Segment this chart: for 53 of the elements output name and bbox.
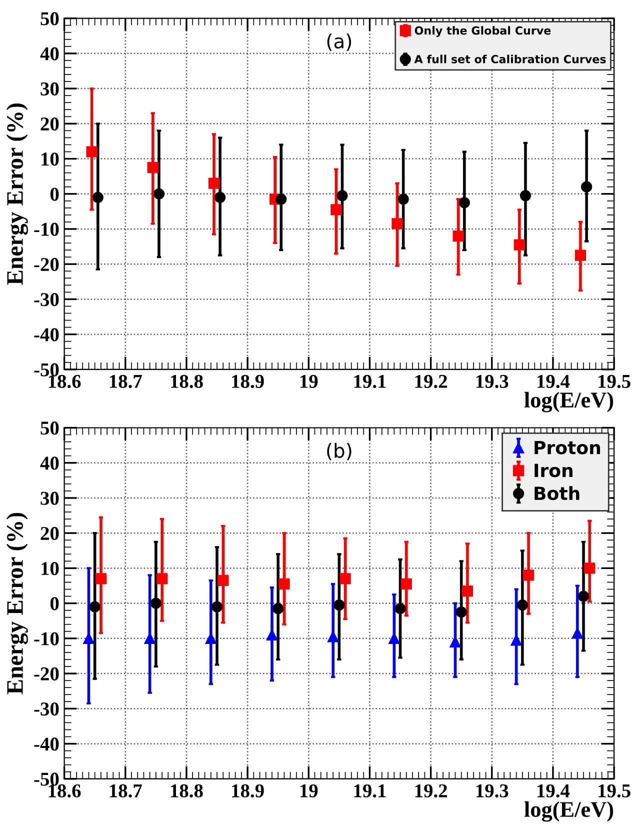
legend-label: Both — [534, 486, 580, 500]
x-tick-label: 18.9 — [232, 374, 264, 388]
y-tick-label: 40 — [40, 456, 59, 470]
x-tick-label: 19 — [300, 374, 318, 388]
y-tick-label: 30 — [40, 492, 59, 505]
x-tick-label: 18.6 — [48, 784, 81, 798]
y-tick-label: -20 — [34, 667, 59, 680]
y-tick-label: 30 — [40, 82, 59, 96]
x-tick-label: 18.6 — [48, 374, 81, 388]
y-tick-label: -50 — [34, 363, 59, 376]
y-tick-label: -40 — [34, 328, 59, 342]
text: (a) — [327, 34, 352, 51]
y-axis-title: Energy Error (%) — [6, 104, 28, 285]
x-tick-label: 18.7 — [110, 784, 142, 798]
x-axis-title: log(E/eV) — [524, 801, 614, 822]
y-tick-label: -30 — [34, 293, 59, 306]
x-tick-label: 19.3 — [476, 784, 508, 798]
text: (b) — [327, 442, 352, 460]
x-tick-label: 19.1 — [354, 784, 386, 798]
x-tick-label: 18.7 — [110, 374, 142, 388]
y-tick-label: 20 — [40, 526, 59, 540]
x-tick-label: 18.8 — [171, 374, 203, 388]
x-tick-label: 18.9 — [232, 784, 264, 798]
legend-label: A full set of Calibration Curves — [414, 54, 606, 64]
y-tick-label: 10 — [42, 562, 59, 576]
legend-label: Proton — [534, 440, 600, 454]
y-axis-title: Energy Error (%) — [6, 512, 28, 694]
x-tick-label: 19.2 — [415, 374, 447, 388]
y-tick-label: -50 — [34, 772, 59, 786]
x-tick-label: 19.3 — [476, 374, 508, 388]
x-tick-label: 19.1 — [354, 374, 386, 388]
legend-label: Only the Global Curve — [414, 26, 551, 37]
y-tick-label: -10 — [34, 222, 59, 236]
legend-label: Iron — [534, 464, 572, 478]
x-tick-label: 19.4 — [538, 784, 570, 798]
y-tick-label: 10 — [42, 152, 59, 166]
y-tick-label: 50 — [40, 12, 59, 26]
y-tick-label: 50 — [40, 422, 59, 435]
x-tick-label: 19.5 — [598, 374, 630, 388]
x-tick-label: 19 — [300, 784, 318, 798]
x-tick-label: 19.5 — [598, 784, 630, 798]
y-tick-label: 0 — [50, 597, 59, 610]
x-axis-title: log(E/eV) — [524, 392, 614, 412]
y-tick-label: 20 — [40, 117, 59, 131]
x-tick-label: 19.2 — [415, 784, 447, 798]
y-tick-label: 0 — [50, 188, 59, 201]
y-tick-label: -20 — [34, 258, 59, 272]
y-tick-label: -10 — [34, 632, 59, 646]
x-tick-label: 19.4 — [538, 374, 570, 388]
y-tick-label: -40 — [34, 738, 59, 751]
y-tick-label: -30 — [34, 702, 59, 716]
y-tick-label: 40 — [40, 47, 59, 60]
x-tick-label: 18.8 — [171, 784, 203, 798]
